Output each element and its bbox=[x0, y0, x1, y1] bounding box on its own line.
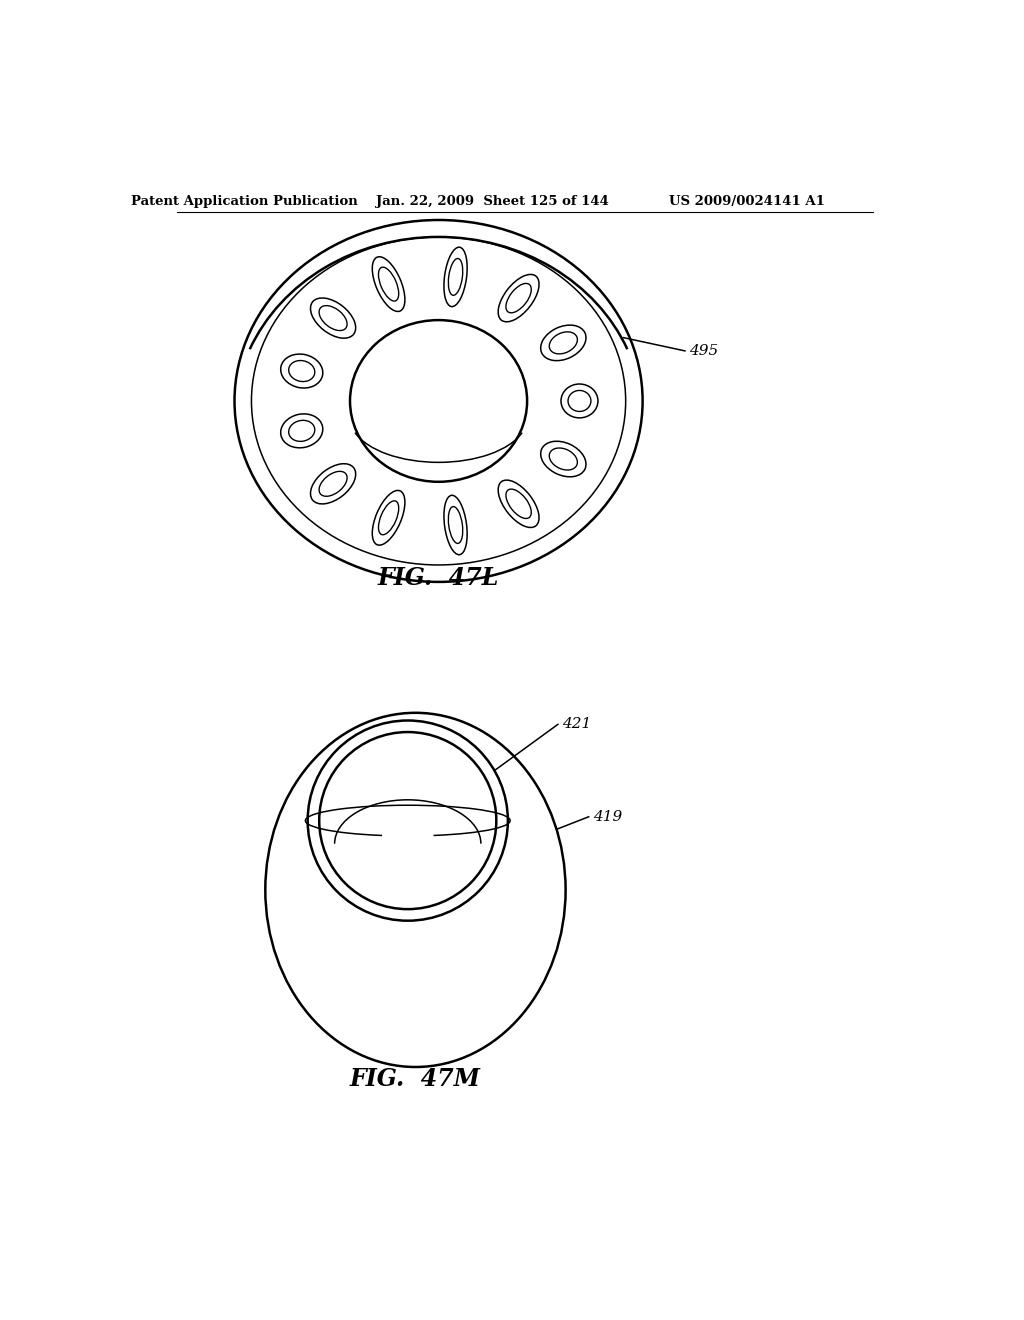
Text: 421: 421 bbox=[562, 717, 591, 731]
Text: FIG.  47M: FIG. 47M bbox=[350, 1067, 481, 1090]
Text: FIG.  47L: FIG. 47L bbox=[378, 566, 500, 590]
Text: Jan. 22, 2009  Sheet 125 of 144: Jan. 22, 2009 Sheet 125 of 144 bbox=[376, 195, 609, 209]
Text: Patent Application Publication: Patent Application Publication bbox=[131, 195, 358, 209]
Text: 419: 419 bbox=[593, 809, 622, 824]
Text: US 2009/0024141 A1: US 2009/0024141 A1 bbox=[669, 195, 824, 209]
Text: 495: 495 bbox=[689, 345, 718, 358]
